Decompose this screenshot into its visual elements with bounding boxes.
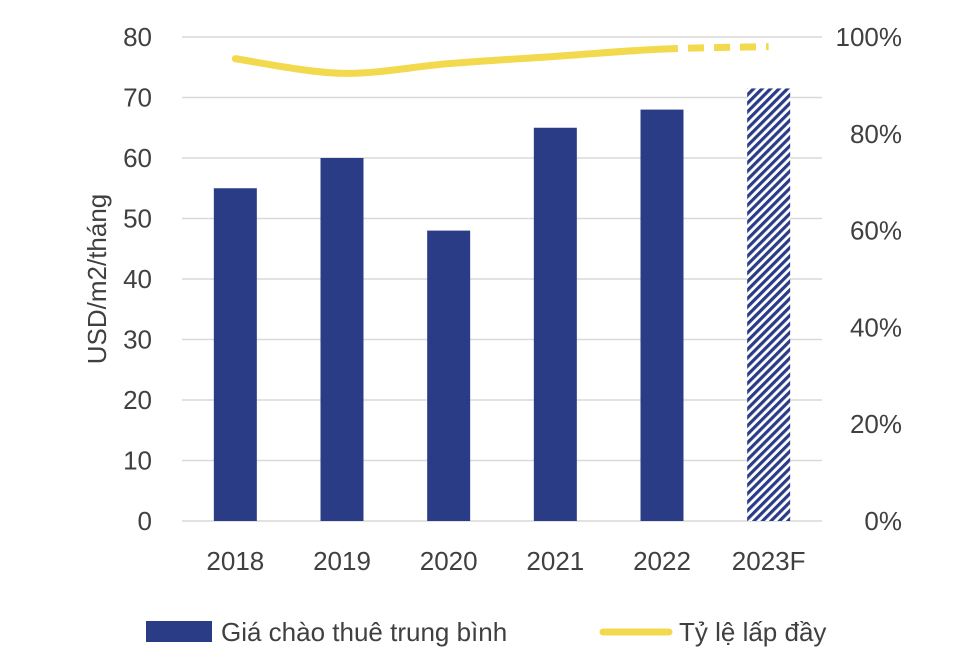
bar [427,230,471,521]
x-tick-label: 2021 [526,546,584,576]
y-tick-label: 0 [138,506,152,536]
legend-label-line: Tỷ lệ lấp đầy [679,617,826,647]
category-axis-ticks: 2018 2019 2020 2021 2022 2023F [206,546,805,576]
y-tick-label: 10 [123,446,152,476]
y-tick-label: 70 [123,83,152,113]
left-axis-ticks: 0 10 20 30 40 50 60 70 80 [123,22,152,536]
bar-forecast [747,88,791,522]
line-occupancy [231,45,666,77]
bar [640,109,684,521]
bar [320,158,364,521]
y2-tick-label: 0% [864,506,902,536]
bar [533,127,577,521]
gridlines [182,36,822,522]
y-tick-label: 20 [123,385,152,415]
y-axis-label: USD/m2/tháng [82,194,112,365]
x-tick-label: 2023F [732,546,806,576]
x-tick-label: 2018 [206,546,264,576]
bar-series [213,88,791,522]
legend: Giá chào thuê trung bình Tỷ lệ lấp đầy [146,617,826,647]
legend-label-bar: Giá chào thuê trung bình [221,617,507,647]
y-tick-label: 40 [123,264,152,294]
line-series [231,43,769,77]
right-axis-ticks: 0% 20% 40% 60% 80% 100% [836,22,903,536]
x-tick-label: 2019 [313,546,371,576]
y-tick-label: 80 [123,22,152,52]
x-tick-label: 2022 [633,546,691,576]
y2-tick-label: 60% [850,216,902,246]
line-occupancy-forecast [661,43,769,53]
bar [213,188,257,521]
y-tick-label: 60 [123,143,152,173]
legend-swatch-bar [146,621,212,642]
y-tick-label: 30 [123,325,152,355]
y2-tick-label: 100% [836,22,903,52]
y-tick-label: 50 [123,204,152,234]
y2-tick-label: 80% [850,119,902,149]
y2-tick-label: 20% [850,409,902,439]
y2-tick-label: 40% [850,312,902,342]
x-tick-label: 2020 [420,546,478,576]
